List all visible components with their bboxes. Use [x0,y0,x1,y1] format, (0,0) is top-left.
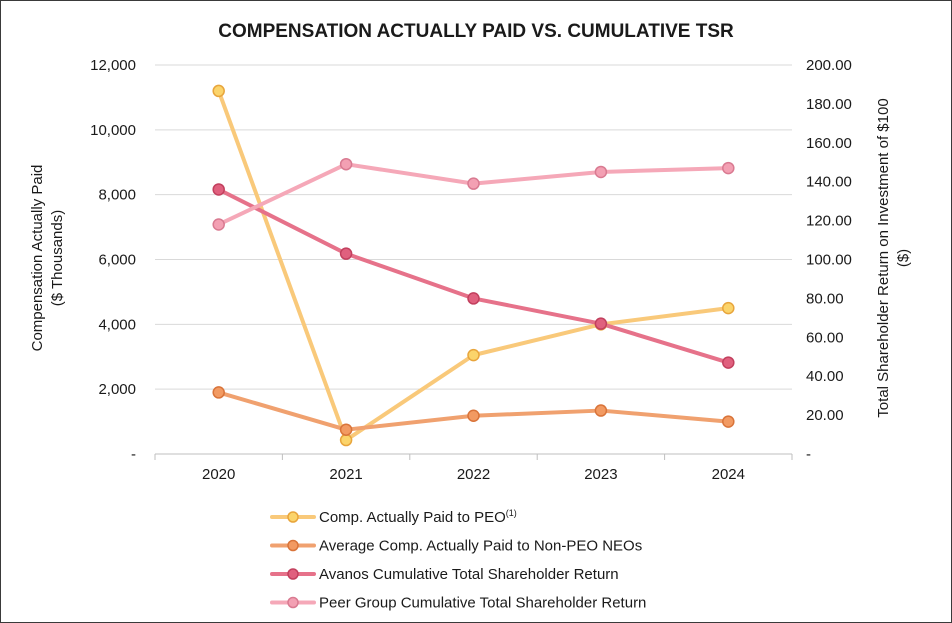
legend-label-2: Avanos Cumulative Total Shareholder Retu… [319,566,619,583]
left-tick-label-6: 12,000 [90,57,136,74]
series-3-point-2024 [722,161,735,175]
x-tick-label-2024: 2024 [712,466,745,483]
legend-marker-1 [287,539,299,552]
legend-label-3: Peer Group Cumulative Total Shareholder … [319,595,646,612]
series-0-point-2021 [339,433,353,447]
right-tick-label-6: 120.00 [806,213,852,230]
left-tick-label-4: 8,000 [98,187,136,204]
legend-label-0: Comp. Actually Paid to PEO(1) [319,508,517,526]
right-tick-label-10: 200.00 [806,57,852,74]
series-1-point-2023 [594,404,608,417]
series-3-point-2023 [594,165,608,179]
left-axis-title-line1: Compensation Actually Paid [29,165,46,352]
series-line-2 [216,187,731,365]
series-2-point-2023 [594,317,608,330]
series-2-point-2021 [339,247,353,260]
gridlines [155,64,792,390]
series-3-point-2020 [212,218,225,231]
series-1-point-2020 [212,386,225,399]
legend-marker-3 [287,596,299,609]
series-1-point-2022 [467,409,480,422]
legend-marker-0 [287,511,299,523]
left-axis-ticks: - 2,000 4,000 6,000 8,000 10,000 12,000 [90,57,136,463]
legend: Comp. Actually Paid to PEO(1) Average Com… [270,508,646,612]
series-0-point-2020 [212,84,225,98]
right-tick-label-4: 80.00 [806,290,844,307]
series-2-point-2020 [212,183,225,196]
series-line-0 [216,88,731,443]
series-3-point-2022 [467,177,480,190]
right-axis-title-line1: Total Shareholder Return on Investment o… [875,98,892,417]
right-tick-label-8: 160.00 [806,135,852,152]
left-tick-label-3: 6,000 [98,252,136,269]
x-tick-label-2022: 2022 [457,466,490,483]
right-tick-label-3: 60.00 [806,329,844,346]
series-group [212,84,735,447]
legend-marker-2 [287,568,299,580]
right-tick-label-5: 100.00 [806,252,852,269]
left-tick-label-1: 2,000 [98,381,136,398]
left-tick-label-5: 10,000 [90,122,136,139]
legend-superscript-0: (1) [506,508,517,518]
series-0-point-2022 [467,348,480,362]
series-3-point-2021 [339,157,353,171]
right-tick-label-7: 140.00 [806,174,852,191]
chart-title: COMPENSATION ACTUALLY PAID VS. CUMULATIV… [218,21,734,42]
series-1-point-2024 [722,415,735,428]
legend-label-1: Average Comp. Actually Paid to Non-PEO N… [319,538,642,555]
series-2-point-2022 [467,292,480,305]
right-axis-ticks: - 20.00 40.00 60.00 80.00 100.00 120.00 140.00 1… [806,57,852,463]
left-tick-label-0: - [131,446,136,463]
right-tick-label-1: 20.00 [806,407,844,424]
x-tick-label-2021: 2021 [329,466,362,483]
left-tick-label-2: 4,000 [98,316,136,333]
x-tick-label-2023: 2023 [584,466,617,483]
series-0-point-2024 [722,301,735,315]
right-axis-title-line2: ($) [895,249,912,267]
series-2-point-2024 [722,356,735,369]
left-axis-title-line2: ($ Thousands) [49,210,66,306]
right-tick-label-2: 40.00 [806,368,844,385]
right-tick-label-9: 180.00 [806,96,852,113]
x-axis: 2020 2021 2022 2023 2024 [154,453,793,483]
series-1-point-2021 [339,423,353,436]
x-tick-label-2020: 2020 [202,466,235,483]
right-tick-label-0: - [806,446,811,463]
